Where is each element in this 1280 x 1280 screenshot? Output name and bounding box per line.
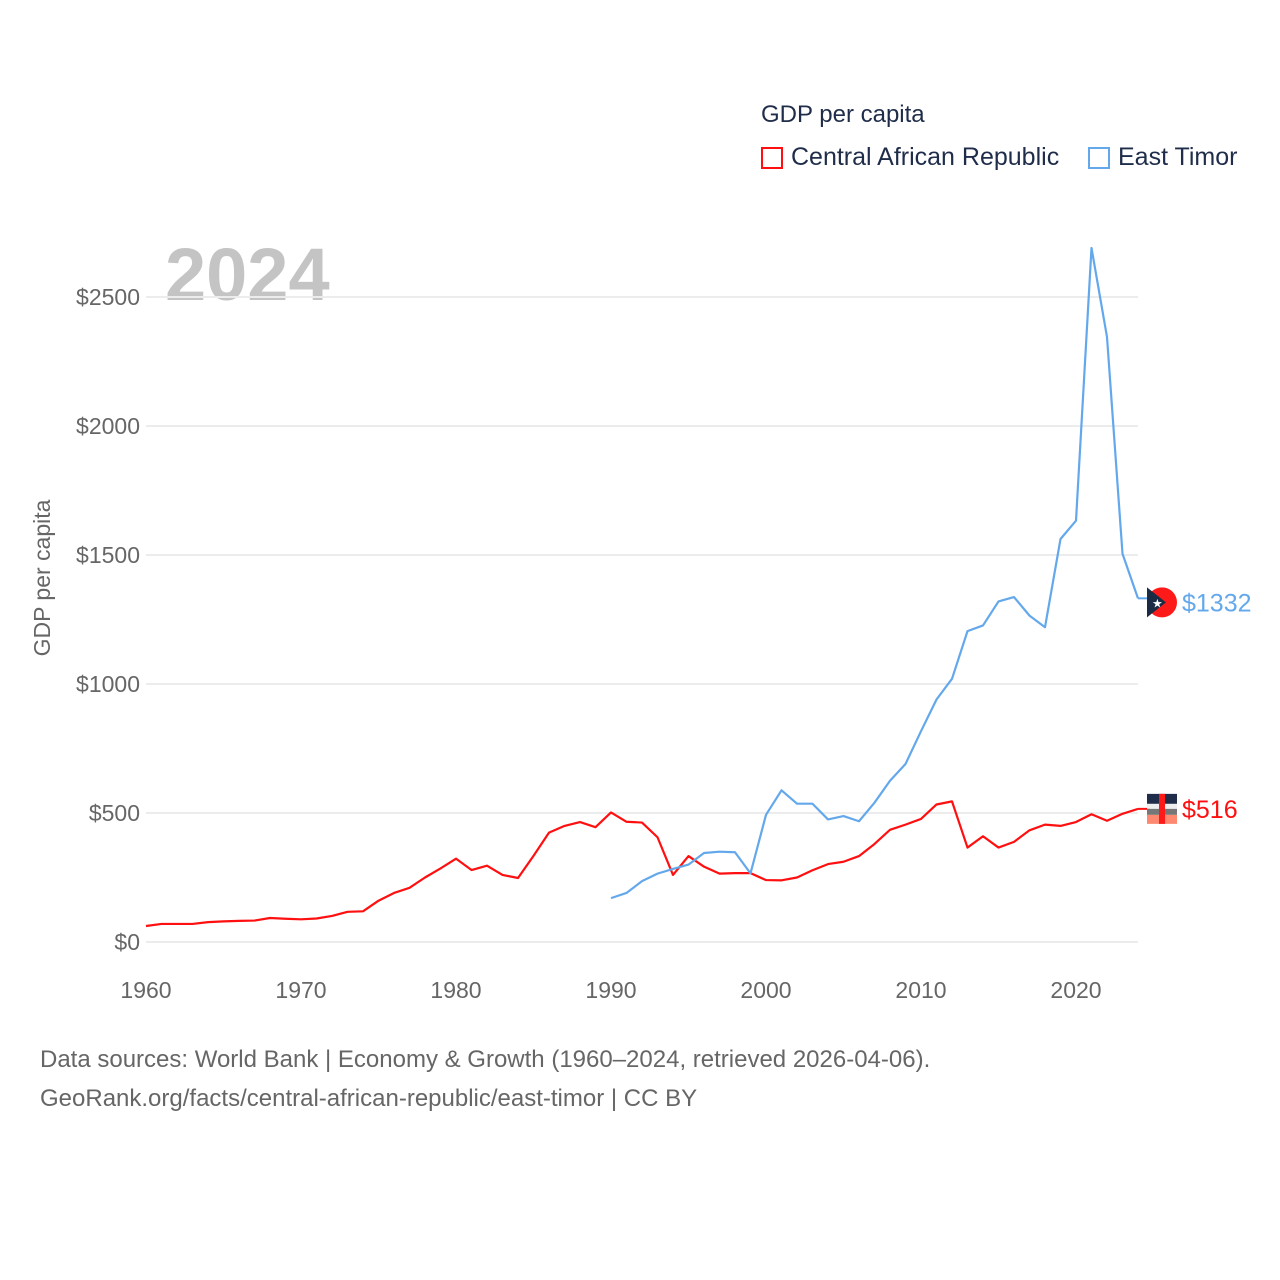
legend-label: Central African Republic (791, 143, 1060, 171)
x-tick-label: 2020 (1050, 977, 1101, 1003)
legend-title: GDP per capita (761, 101, 925, 128)
x-tick-label: 2010 (895, 977, 946, 1003)
flag-car-icon (1159, 793, 1165, 824)
legend-swatch (1088, 146, 1110, 169)
y-tick-label: $0 (114, 929, 140, 955)
series-line-central-african-republic (145, 800, 1139, 928)
x-tick-label: 2000 (740, 977, 791, 1003)
legend-item-east-timor[interactable]: East Timor (1088, 143, 1237, 172)
flag-east-timor-icon (1147, 587, 1166, 618)
legend-label: East Timor (1118, 143, 1238, 171)
line-chart: 2024 $0 $500 $1000 $1500 $2000 $2500 1960 1970 19… (29, 233, 1252, 1003)
y-tick-label: $2000 (76, 413, 140, 439)
x-tick-label: 1960 (120, 977, 171, 1003)
source-line-1: Data sources: World Bank | Economy & Gro… (40, 1046, 931, 1073)
x-tick-label: 1990 (585, 977, 636, 1003)
y-tick-label: $1000 (76, 671, 140, 697)
y-tick-label: $2500 (76, 284, 140, 310)
legend-swatch (761, 146, 783, 169)
x-tick-label: 1980 (430, 977, 481, 1003)
end-value-label: $1332 (1182, 589, 1252, 617)
legend-item-central-african-republic[interactable]: Central African Republic (761, 143, 1059, 172)
y-tick-label: $500 (89, 800, 140, 826)
source-line-2[interactable]: GeoRank.org/facts/central-african-republ… (40, 1085, 698, 1112)
end-value-label: $516 (1182, 796, 1238, 824)
year-label: 2024 (165, 233, 330, 316)
flag-star: ★ (1152, 596, 1163, 610)
y-tick-label: $1500 (76, 542, 140, 568)
series-line-east-timor (610, 246, 1140, 900)
x-tick-label: 1970 (275, 977, 326, 1003)
y-axis-label: GDP per capita (29, 499, 55, 656)
